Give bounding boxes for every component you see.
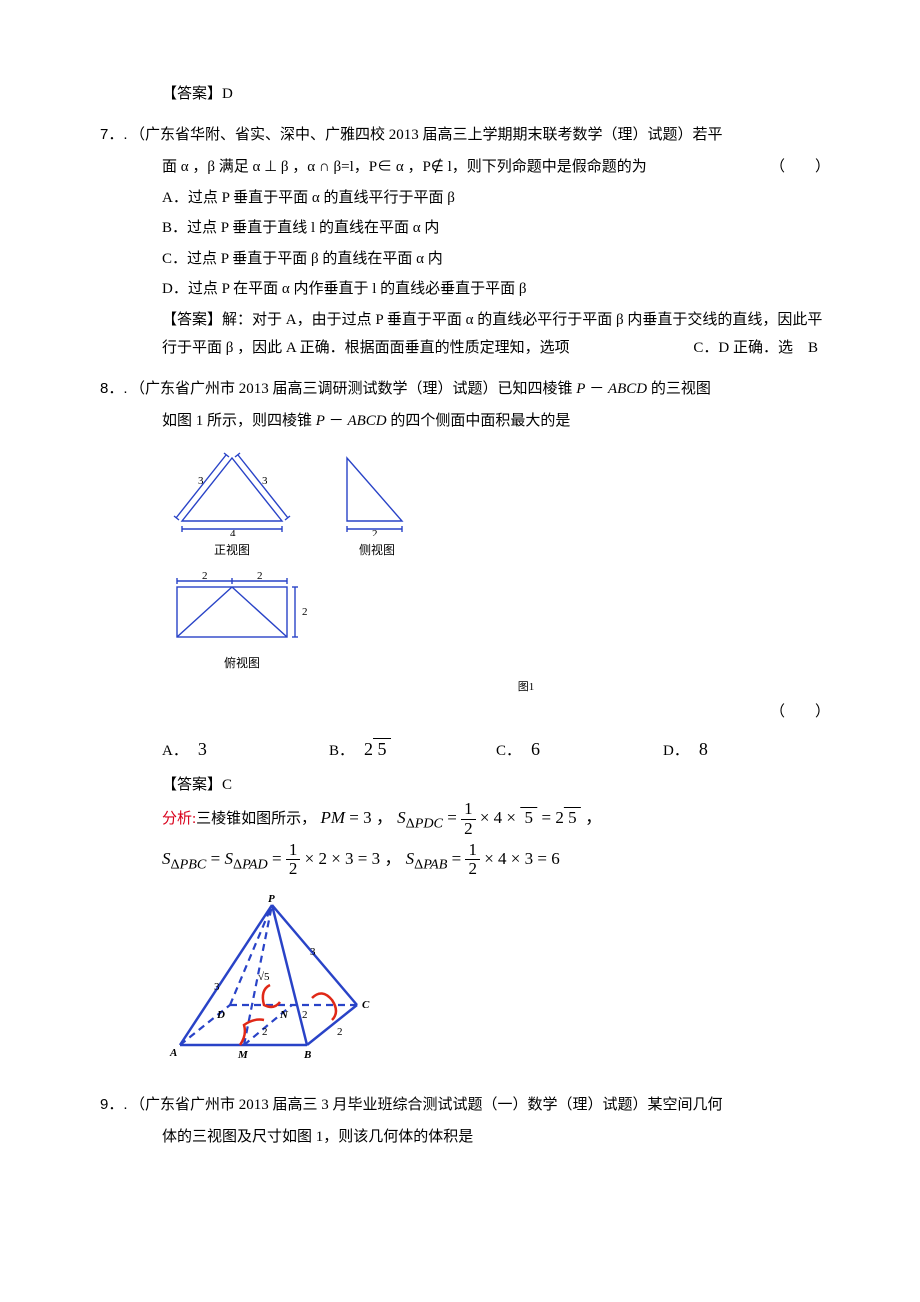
q9-header: 9．. （广东省广州市 2013 届高三 3 月毕业班综合测试试题（一）数学（理… xyxy=(130,1091,830,1120)
q8-analysis-line1: 分析:三棱锥如图所示， PM = 3 ， SΔPDC = 12 × 4 × 5 … xyxy=(162,799,830,840)
top-view-caption: 俯视图 xyxy=(224,652,260,675)
q9-source: （广东省广州市 2013 届高三 3 月毕业班综合测试试题（一）数学（理）试题）… xyxy=(130,1091,830,1120)
q7-paren: （ ） xyxy=(770,153,830,182)
dim-sqrt5: √5 xyxy=(258,971,270,983)
q7-optC: C．过点 P 垂直于平面 β 的直线在平面 α 内 xyxy=(162,245,830,274)
q8-figs-row1: 3 3 4 正视图 2 侧视图 xyxy=(162,446,830,562)
label-A: A xyxy=(169,1047,177,1059)
q7-source: （广东省华附、省实、深中、广雅四校 2013 届高三上学期期末联考数学（理）试题… xyxy=(130,121,830,150)
q7-stem-text: 面 α ，β 满足 α ⊥ β ，α ∩ β=l，P∈ α ，P∉ l，则下列命… xyxy=(162,159,647,175)
q7-answer: 【答案】解：对于 A，由于过点 P 垂直于平面 α 的直线必平行于平面 β 内垂… xyxy=(162,306,830,363)
choiceB-val: 2 5 xyxy=(364,732,391,766)
q9-stem: 体的三视图及尺寸如图 1，则该几何体的体积是 xyxy=(162,1123,830,1152)
q8-choiceB: B． 2 5 xyxy=(329,732,496,766)
top-w1-dim: 2 xyxy=(202,570,208,582)
q8-number: 8．. xyxy=(100,375,130,404)
dim-2-b: 2 xyxy=(302,1009,308,1021)
q8-answer-label: 【答案】 xyxy=(162,777,222,793)
q6-answer-label: 【答案】 xyxy=(162,86,222,102)
front-base-dim: 4 xyxy=(230,528,236,536)
q8-analysis-line2: SΔPBC = SΔPAD = 12 × 2 × 3 = 3 ， SΔPAB =… xyxy=(162,840,830,881)
q8-answer: 【答案】C xyxy=(162,771,830,800)
q7-header: 7．. （广东省华附、省实、深中、广雅四校 2013 届高三上学期期末联考数学（… xyxy=(130,121,830,150)
q9-number: 9．. xyxy=(100,1091,130,1120)
q8-stem: 如图 1 所示，则四棱锥 P － ABCD 的四个侧面中面积最大的是 xyxy=(162,407,830,436)
q8-paren: （ ） xyxy=(162,698,830,727)
q7-answer-label: 【答案】 xyxy=(162,312,222,328)
q7-optD: D．过点 P 在平面 α 内作垂直于 l 的直线必垂直于平面 β xyxy=(162,275,830,304)
choiceB-label: B． xyxy=(329,737,354,766)
q8-paren-text: （ ） xyxy=(770,704,830,720)
pyramid-svg: P A B C D M N 3 3 √5 2 2 2 xyxy=(162,890,392,1060)
top-view-svg: 2 2 2 xyxy=(162,569,322,649)
label-D: D xyxy=(216,1009,225,1021)
label-N: N xyxy=(279,1009,289,1021)
q8-figs-row2: 2 2 2 俯视图 xyxy=(162,569,830,675)
q8-side-view: 2 侧视图 xyxy=(332,446,422,562)
top-h-dim: 2 xyxy=(302,606,308,618)
q7-optB: B．过点 P 垂直于直线 l 的直线在平面 α 内 xyxy=(162,214,830,243)
q8-choiceD: D． 8 xyxy=(663,732,830,766)
q8-choiceA: A． 3 xyxy=(162,732,329,766)
q6-answer: 【答案】D xyxy=(162,80,830,109)
q8-top-view: 2 2 2 俯视图 xyxy=(162,569,322,675)
q7-options: A．过点 P 垂直于平面 α 的直线平行于平面 β B．过点 P 垂直于直线 l… xyxy=(162,184,830,304)
label-M: M xyxy=(237,1049,249,1060)
front-right-dim: 3 xyxy=(262,475,268,487)
q8-choices: A． 3 B． 2 5 C． 6 D． 8 xyxy=(162,732,830,766)
side-view-svg: 2 xyxy=(332,446,422,536)
analysis-text: 三棱锥如图所示， xyxy=(196,811,316,827)
analysis-label: 分析: xyxy=(162,811,196,827)
side-base-dim: 2 xyxy=(372,528,378,536)
q7-optA: A．过点 P 垂直于平面 α 的直线平行于平面 β xyxy=(162,184,830,213)
q7-answer-text2: C．D 正确．选 B xyxy=(693,340,818,356)
q7-stem: 面 α ，β 满足 α ⊥ β ，α ∩ β=l，P∈ α ，P∉ l，则下列命… xyxy=(162,153,830,182)
choiceD-val: 8 xyxy=(699,732,708,766)
top-w2-dim: 2 xyxy=(257,570,263,582)
choiceC-val: 6 xyxy=(531,732,540,766)
dim-2-c: 2 xyxy=(337,1026,343,1038)
label-P: P xyxy=(268,893,275,905)
choiceC-label: C． xyxy=(496,737,521,766)
q8-answer-value: C xyxy=(222,777,232,793)
q8-header: 8．. （广东省广州市 2013 届高三调研测试数学（理）试题）已知四棱锥 P … xyxy=(130,375,830,404)
label-B: B xyxy=(303,1049,311,1060)
front-view-svg: 3 3 4 xyxy=(162,446,302,536)
front-left-dim: 3 xyxy=(198,475,204,487)
dim-2-a: 2 xyxy=(262,1026,268,1038)
q8-front-view: 3 3 4 正视图 xyxy=(162,446,302,562)
choiceA-label: A． xyxy=(162,737,188,766)
q8-figure-block: 3 3 4 正视图 2 侧视图 xyxy=(162,446,830,698)
q8-choiceC: C． 6 xyxy=(496,732,663,766)
q8-source: （广东省广州市 2013 届高三调研测试数学（理）试题）已知四棱锥 P － AB… xyxy=(130,375,830,404)
choiceA-val: 3 xyxy=(198,732,207,766)
q8-pyramid-figure: P A B C D M N 3 3 √5 2 2 2 xyxy=(162,890,830,1071)
choiceD-label: D． xyxy=(663,737,689,766)
label-C: C xyxy=(362,999,370,1011)
side-view-caption: 侧视图 xyxy=(359,539,395,562)
q6-answer-value: D xyxy=(222,86,233,102)
dim-3-left: 3 xyxy=(214,981,220,993)
front-view-caption: 正视图 xyxy=(214,539,250,562)
q7-number: 7．. xyxy=(100,121,130,150)
fig1-label: 图1 xyxy=(222,677,830,698)
dim-3-right: 3 xyxy=(310,946,316,958)
